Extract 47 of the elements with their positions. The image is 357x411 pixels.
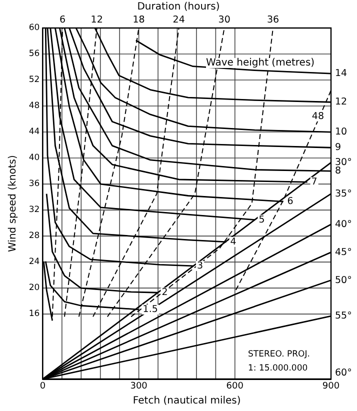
series-label: 7 [311, 176, 318, 188]
series-label: 50° [335, 274, 352, 286]
series-label: 60° [335, 368, 352, 379]
annotation: 1: 15.000.000 [248, 364, 308, 374]
series-label: 3 [196, 260, 203, 272]
y-tick-label: 60 [28, 23, 40, 33]
y-tick-label: 52 [28, 75, 40, 86]
series-label: 55° [335, 310, 352, 322]
series-label: 6 [287, 196, 294, 208]
series-label: 12 [335, 96, 348, 108]
series-label: 1.5 [142, 304, 158, 316]
y-tick-label: 44 [28, 127, 40, 138]
y-axis-title: Wind speed (knots) [8, 155, 18, 252]
series-label: 45° [335, 246, 352, 258]
y-tick-label: 32 [28, 205, 40, 216]
y-tick-label: 24 [28, 257, 40, 268]
x-tick-label: 0 [40, 382, 46, 392]
series-label: 48 [312, 110, 324, 122]
annotation: Wave height (metres) [206, 58, 315, 68]
series-label: 36 [266, 14, 280, 26]
series-label: 4 [230, 236, 236, 248]
series-label: 10 [335, 126, 348, 138]
series-label: 40° [335, 218, 352, 230]
y-tick-label: 28 [28, 231, 40, 242]
y-tick-label: 20 [28, 283, 40, 294]
x-axis-title: Fetch (nautical miles) [132, 396, 241, 406]
series-label: 8 [335, 166, 342, 177]
series-label: 5 [258, 214, 265, 226]
series-label: 24 [172, 14, 185, 26]
series-label: 12 [90, 14, 103, 26]
x-tick-label: 900 [322, 382, 340, 392]
y-tick-label: 40 [28, 153, 40, 164]
y-tick-label: 36 [28, 179, 40, 190]
series-label: 14 [335, 68, 348, 80]
series-label: 2 [162, 287, 168, 298]
y-tick-label: 16 [28, 309, 40, 320]
y-tick-label: 56 [28, 49, 40, 60]
series-label: 9 [335, 142, 342, 154]
x-tick-label: 300 [130, 382, 148, 392]
annotation: STEREO. PROJ. [248, 350, 310, 360]
series-label: 35° [335, 188, 352, 200]
series-label: 30 [218, 14, 230, 26]
series-label: 6 [60, 14, 66, 26]
text: Duration (hours) [137, 2, 220, 12]
series-label: 18 [132, 14, 145, 26]
y-tick-label: 48 [28, 101, 40, 112]
x-tick-label: 600 [226, 382, 244, 392]
